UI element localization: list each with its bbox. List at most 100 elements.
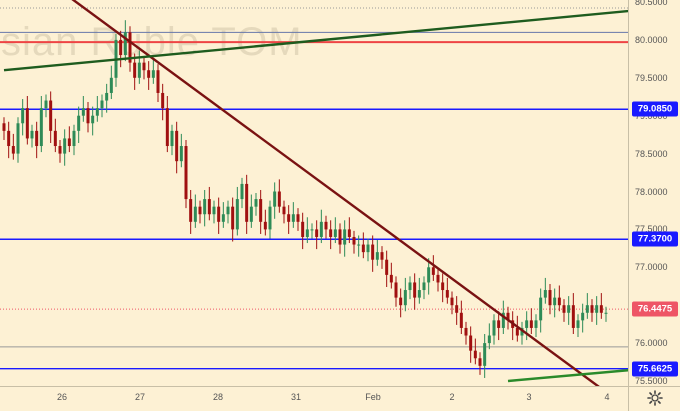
time-tick-label: 27 (134, 392, 146, 402)
candle-body (109, 77, 113, 93)
candle-body (534, 320, 538, 328)
candle-body (427, 267, 431, 283)
candle-body (86, 108, 90, 124)
candle-body (282, 206, 286, 215)
candle-body (105, 92, 109, 101)
candle-body (333, 229, 337, 237)
candle-body (329, 229, 333, 237)
candle-body (67, 138, 71, 147)
candle-body (483, 343, 487, 366)
candle-body (133, 62, 137, 78)
candle-body (459, 312, 463, 328)
candle-body (184, 146, 188, 200)
candle-body (469, 335, 473, 351)
candle-body (413, 282, 417, 298)
candle-body (147, 70, 151, 78)
candle-body (455, 305, 459, 313)
gear-icon[interactable] (647, 390, 663, 406)
candle-body (501, 312, 505, 328)
candle-body (543, 290, 547, 298)
candle-body (142, 62, 146, 71)
chart-plot-area[interactable]: ssian Ruble TOM (0, 0, 628, 386)
candle-body (25, 108, 29, 139)
candle-body (226, 206, 230, 215)
level-price-tag: 75.6625 (632, 361, 678, 377)
time-tick-label: 26 (56, 392, 68, 402)
price-tick-label: 75.5000 (635, 376, 668, 386)
candle-body (567, 305, 571, 313)
candle-body (151, 70, 155, 78)
candle-body (35, 130, 39, 147)
candle-body (170, 130, 174, 147)
candle-body (403, 290, 407, 306)
candle-body (156, 70, 160, 93)
candle-body (137, 62, 141, 78)
candle-body (277, 191, 281, 207)
candle-body (263, 221, 267, 230)
candle-body (95, 108, 99, 116)
candle-body (385, 259, 389, 275)
candle-body (63, 138, 67, 154)
candle-body (352, 236, 356, 245)
candle-body (539, 297, 543, 321)
candle-body (245, 183, 249, 222)
price-axis[interactable]: 80.500080.000079.500079.000078.500078.00… (628, 0, 680, 386)
candle-body (441, 282, 445, 291)
time-axis[interactable]: 26 27 28 31 Feb 2 3 4 (0, 386, 628, 411)
candle-body (562, 305, 566, 313)
candle-body (287, 214, 291, 222)
candle-body (375, 252, 379, 260)
candle-body (179, 146, 183, 162)
axis-corner (628, 386, 680, 411)
candle-body (506, 312, 510, 321)
candle-body (515, 327, 519, 336)
candle-body (553, 297, 557, 306)
level-price-tag: 77.3700 (632, 231, 678, 247)
candle-body (254, 199, 258, 207)
candle-body (305, 229, 309, 237)
time-tick-label: Feb (365, 392, 381, 402)
time-tick-label: 2 (449, 392, 455, 402)
candle-body (445, 290, 449, 298)
candle-body (128, 32, 132, 63)
trendline-lower-green (507, 369, 628, 383)
candle-body (58, 146, 62, 154)
candle-body (581, 312, 585, 321)
candle-body (450, 297, 454, 306)
candle-body (296, 214, 300, 222)
candle-body (338, 229, 342, 245)
candle-body (217, 206, 221, 222)
trendline-upper-green (3, 9, 628, 72)
candle-body (291, 214, 295, 222)
candle-body (268, 206, 272, 230)
candle-body (189, 199, 193, 222)
candle-body (525, 320, 529, 328)
candle-body (203, 199, 207, 215)
plot-svg (0, 0, 628, 386)
price-tick-label: 78.5000 (635, 148, 668, 159)
candle-body (478, 358, 482, 366)
candle-body (557, 297, 561, 306)
candle-body (310, 229, 314, 231)
candle-body (315, 229, 319, 237)
candle-body (529, 320, 533, 328)
candle-body (361, 244, 365, 253)
candle-body (259, 199, 263, 222)
candle-body (81, 108, 85, 116)
candle-body (473, 350, 477, 359)
candle-body (394, 282, 398, 298)
candle-body (11, 146, 15, 154)
candle-body (165, 108, 169, 147)
candle-body (408, 282, 412, 291)
price-tick-label: 79.5000 (635, 72, 668, 83)
time-tick-label: 4 (604, 392, 610, 402)
trendline-resistance (71, 0, 600, 386)
candle-body (399, 297, 403, 306)
candle-body (319, 221, 323, 237)
candle-body (497, 320, 501, 328)
candle-body (7, 130, 11, 147)
candle-body (595, 305, 599, 313)
candle-body (72, 130, 76, 147)
candle-body (30, 130, 34, 139)
candle-body (571, 305, 575, 328)
